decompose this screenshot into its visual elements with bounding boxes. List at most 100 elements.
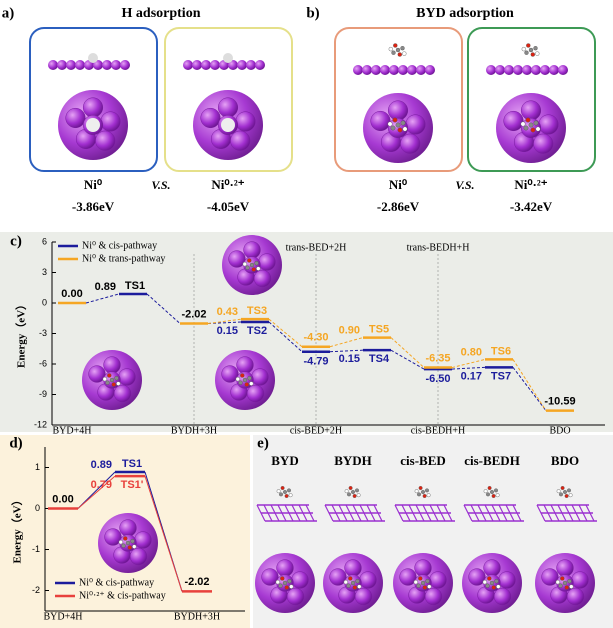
lattice-line <box>305 504 315 522</box>
slab-atom <box>210 60 220 70</box>
slab-atom <box>192 60 202 70</box>
model-molecule-atom <box>88 53 98 63</box>
model-molecule-atom <box>278 583 283 588</box>
model-atom <box>95 130 116 151</box>
model-molecule-atom <box>223 53 233 63</box>
lattice-line <box>352 504 362 522</box>
lattice-line <box>585 504 595 522</box>
model-molecule-atom <box>425 488 429 493</box>
lattice-line <box>366 504 376 522</box>
lattice-line <box>571 504 581 522</box>
model-atom <box>424 587 443 606</box>
value-label: -4.79 <box>303 356 328 368</box>
model-molecule-atom <box>287 579 292 584</box>
lattice-line <box>263 504 273 522</box>
y-tick-label: -9 <box>39 389 47 399</box>
model-molecule-atom <box>107 373 112 378</box>
model-atom <box>65 107 86 129</box>
slab-atom <box>540 65 550 75</box>
lattice-line <box>436 504 446 522</box>
model-atom <box>291 571 309 589</box>
top-category-label: trans-BEDH+H <box>407 242 470 253</box>
model-atom <box>399 568 417 586</box>
metal-label: Ni⁰ <box>84 177 103 192</box>
lattice-line <box>543 504 553 522</box>
model-molecule-atom <box>242 261 247 267</box>
model-atom <box>370 110 391 132</box>
barrier-label: 0.79 <box>91 479 112 491</box>
model-molecule-atom <box>391 50 396 55</box>
connector <box>85 293 120 304</box>
ts-label: TS4 <box>369 353 390 365</box>
model-atom <box>134 531 152 549</box>
slab-atom <box>183 60 193 70</box>
lattice-line <box>331 504 341 522</box>
model-molecule-atom <box>344 489 349 494</box>
model-molecule-atom <box>533 46 538 51</box>
slab-atom <box>102 60 112 70</box>
model-molecule-atom <box>560 576 565 581</box>
model-molecule-atom <box>487 486 492 490</box>
connector <box>451 358 486 369</box>
model-molecule-atom <box>356 493 361 498</box>
slab-atom <box>416 65 426 75</box>
legend-label: Ni⁰ & trans-pathway <box>82 253 165 264</box>
model-atom <box>88 365 106 383</box>
model-atom <box>468 568 486 586</box>
y-tick-label: -6 <box>39 358 47 368</box>
y-tick-label: 6 <box>42 236 47 246</box>
model-atom <box>286 587 305 606</box>
model-molecule-atom <box>402 126 408 132</box>
model-molecule-atom <box>221 118 235 132</box>
model-atom <box>217 97 239 118</box>
model-molecule-atom <box>351 490 355 494</box>
metal-label: Ni⁰·²⁺ <box>211 177 244 192</box>
slab-atom <box>228 60 238 70</box>
category-label: BYDH+3H <box>174 611 220 622</box>
model-atom <box>236 356 254 374</box>
model-molecule-atom <box>496 584 501 589</box>
lattice-line <box>373 504 383 522</box>
species-label: BYD <box>271 453 298 468</box>
value-label: -4.30 <box>303 332 328 344</box>
model-molecule-atom <box>111 382 116 387</box>
model-atom <box>400 133 421 154</box>
lattice-line <box>408 504 418 522</box>
category-label: cis-BED+2H <box>290 425 342 436</box>
model-molecule-atom <box>526 43 531 48</box>
species-label: BDO <box>551 453 579 468</box>
lattice-line <box>422 504 432 522</box>
model-atom <box>119 519 137 537</box>
lattice-line <box>298 504 308 522</box>
model-molecule-atom <box>395 122 401 128</box>
model-molecule-atom <box>275 579 280 585</box>
y-tick-label: 0 <box>35 503 40 513</box>
lattice-line <box>359 504 369 522</box>
model-molecule-atom <box>417 492 421 497</box>
lattice-line <box>284 504 294 522</box>
model-molecule-atom <box>132 544 137 549</box>
model-molecule-atom <box>564 494 569 498</box>
lattice-line <box>550 504 560 522</box>
lattice-line <box>291 504 301 522</box>
model-molecule-atom <box>528 47 534 53</box>
model-atom <box>243 241 261 259</box>
model-molecule-atom <box>249 262 255 268</box>
model-atom <box>261 568 279 586</box>
slab-atom <box>57 60 67 70</box>
model-molecule-atom <box>483 489 488 494</box>
model-atom <box>103 356 121 374</box>
value-label: -2.02 <box>184 576 209 588</box>
model-molecule-atom <box>348 486 353 490</box>
adsorption-energy: -3.86eV <box>72 199 115 214</box>
model-atom <box>100 111 121 132</box>
model-molecule-atom <box>393 43 398 48</box>
model-molecule-atom <box>494 579 499 584</box>
model-atom <box>533 133 554 154</box>
model-molecule-atom <box>418 576 423 581</box>
model-molecule-atom <box>485 583 490 588</box>
lattice-line <box>256 504 266 522</box>
model-molecule-atom <box>116 381 121 386</box>
model-molecule-atom <box>280 486 285 490</box>
y-axis-label: Energy（eV） <box>15 299 28 368</box>
